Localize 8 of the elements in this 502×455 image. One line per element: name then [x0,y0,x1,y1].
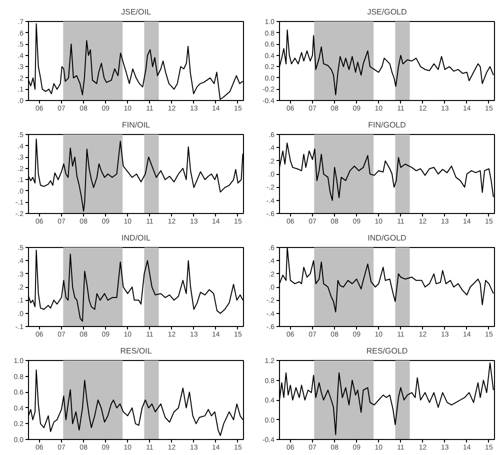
chart-title: FIN/OIL [122,120,151,130]
chart-title: IND/OIL [122,234,151,242]
chart-title: FIN/GOLD [368,120,406,130]
chart-title: JSE/GOLD [367,8,408,16]
chart-title: RES/GOLD [366,346,408,356]
chart-title: IND/GOLD [368,234,407,242]
chart-title: JSE/OIL [121,8,152,16]
chart-title: RES/OIL [120,346,152,356]
